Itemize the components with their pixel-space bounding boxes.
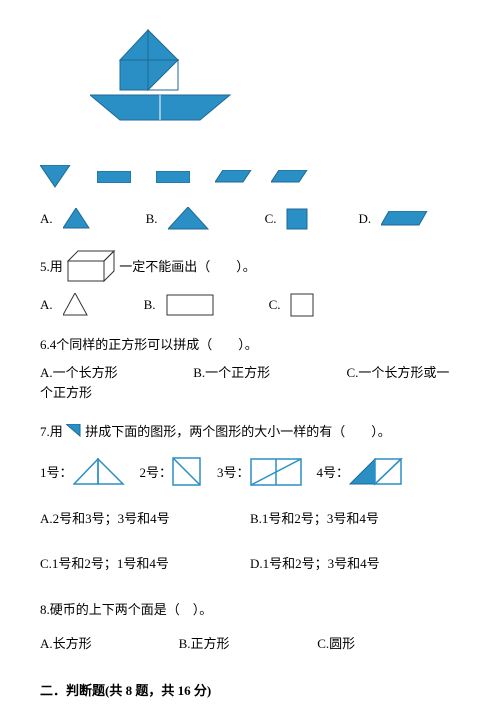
option-label: C. <box>269 297 281 313</box>
q7-text: 7.用 拼成下面的图形，两个图形的大小一样的有（ ）。 <box>40 422 460 442</box>
q7-fig-3: 3号： <box>217 458 302 486</box>
option-label: A. <box>40 297 53 313</box>
q8-option-b: B.正方形 <box>179 633 318 652</box>
option-label: B. <box>144 297 156 313</box>
option-label: B. <box>146 211 158 227</box>
piece-parallelogram-icon <box>215 170 253 184</box>
q8-options-row: A.长方形 B.正方形 C.圆形 <box>40 627 460 658</box>
q4-option-b: B. <box>146 207 210 231</box>
piece-parallelogram-icon <box>271 170 309 184</box>
cuboid-icon <box>66 249 116 283</box>
q6-option-a: A.一个长方形 <box>40 363 190 384</box>
q5-options-row: A. B. C. <box>40 293 460 317</box>
q5-option-a: A. <box>40 293 89 317</box>
piece-rect-icon <box>156 171 190 183</box>
q7-option-c: C.1号和2号；1号和4号 <box>40 553 250 572</box>
fig1-icon <box>73 458 125 486</box>
q8-option-a: A.长方形 <box>40 633 179 652</box>
square-outline-icon <box>290 293 314 317</box>
q8-text: 8.硬币的上下两个面是（ ）。 <box>40 600 460 620</box>
q7-fig-1: 1号： <box>40 458 125 486</box>
rect-outline-icon <box>166 294 214 316</box>
q7-text-pre: 7.用 <box>40 424 63 439</box>
fig-label: 4号： <box>317 462 350 481</box>
q4-pieces-row <box>40 165 460 189</box>
q6-options-row: A.一个长方形 B.一个正方形 C.一个长方形或一个正方形 <box>40 363 460 405</box>
square-icon <box>286 208 308 230</box>
piece-rect-icon <box>97 171 131 183</box>
fig3-icon <box>250 458 302 486</box>
q4-options-row: A. B. C. D. <box>40 207 460 231</box>
parallelogram-icon <box>381 211 429 227</box>
q5-option-b: B. <box>144 294 214 316</box>
option-label: A. <box>40 211 53 227</box>
q7-figs-row: 1号： 2号： 3号： 4号： <box>40 457 460 487</box>
q6-option-b: B.一个正方形 <box>193 363 343 384</box>
q4-option-a: A. <box>40 208 91 230</box>
q7-option-a: A.2号和3号；3号和4号 <box>40 508 250 527</box>
q7-text-post: 拼成下面的图形，两个图形的大小一样的有（ ）。 <box>85 424 391 439</box>
q4-option-c: C. <box>265 208 309 230</box>
q7-fig-2: 2号： <box>140 457 203 487</box>
triangle-outline-icon <box>63 293 89 317</box>
q7-option-b: B.1号和2号；3号和4号 <box>250 508 460 527</box>
q8-option-c: C.圆形 <box>317 633 456 652</box>
q5-text: 5.用 一定不能画出（ ）。 <box>40 249 460 283</box>
fig4-icon <box>349 458 409 486</box>
section-2-heading: 二．判断题(共 8 题，共 16 分) <box>40 680 460 699</box>
q5-text-pre: 5.用 <box>40 259 63 274</box>
q4-option-d: D. <box>358 211 429 227</box>
fig2-icon <box>172 457 202 487</box>
triangle-icon <box>168 207 210 231</box>
q7-option-d: D.1号和2号；3号和4号 <box>250 553 460 572</box>
q7-options-grid: A.2号和3号；3号和4号 B.1号和2号；3号和4号 <box>40 502 460 533</box>
q4-boat-figure <box>90 20 240 150</box>
piece-tri-icon <box>66 424 82 438</box>
q6-text: 6.4个同样的正方形可以拼成（ ）。 <box>40 335 460 355</box>
option-label: D. <box>358 211 371 227</box>
triangle-icon <box>63 208 91 230</box>
piece-triangle-icon <box>40 165 72 189</box>
fig-label: 2号： <box>140 462 173 481</box>
fig-label: 1号： <box>40 462 73 481</box>
q5-text-post: 一定不能画出（ ）。 <box>119 259 256 274</box>
q5-option-c: C. <box>269 293 315 317</box>
fig-label: 3号： <box>217 462 250 481</box>
q7-fig-4: 4号： <box>317 458 410 486</box>
q7-options-grid-2: C.1号和2号；1号和4号 D.1号和2号；3号和4号 <box>40 547 460 578</box>
option-label: C. <box>265 211 277 227</box>
